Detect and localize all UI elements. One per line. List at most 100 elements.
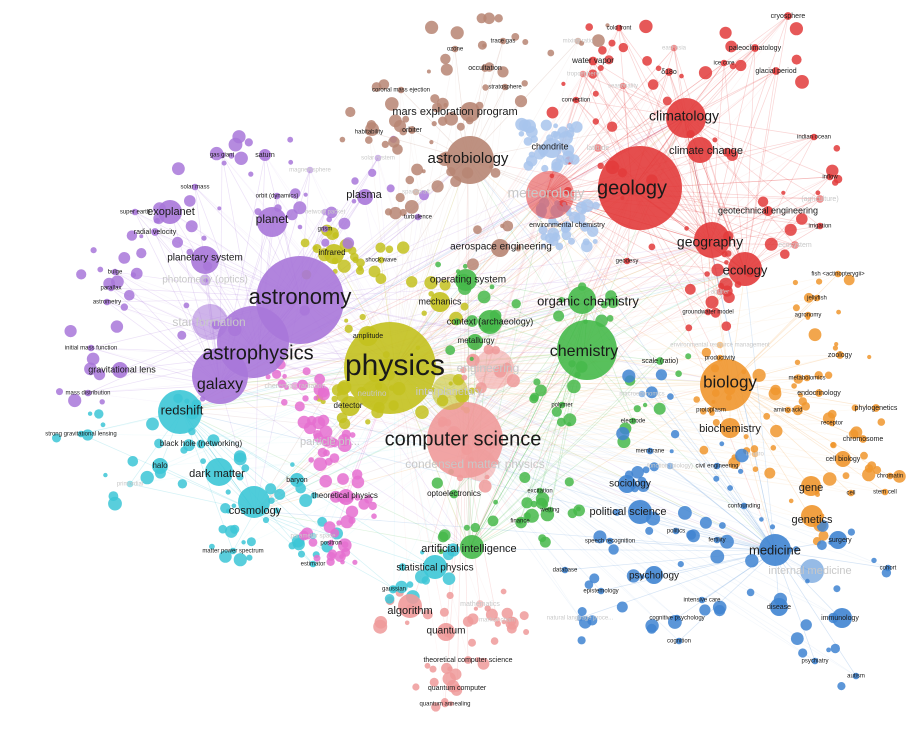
node-in-vitro[interactable] <box>751 450 759 458</box>
label-disease[interactable]: disease <box>767 604 791 611</box>
node-indian-ocean[interactable] <box>810 133 818 141</box>
node-photometry-optics[interactable] <box>199 274 211 286</box>
label-irrigation[interactable]: irrigation <box>808 224 831 230</box>
label-gas-giant[interactable]: gas giant <box>210 153 235 159</box>
node-phylogenetics[interactable] <box>872 404 880 412</box>
node-amino-acid[interactable] <box>784 406 792 414</box>
node-inflow[interactable] <box>826 173 834 181</box>
node-stratosphere[interactable] <box>501 83 509 91</box>
node-natural-language-processing[interactable] <box>576 614 584 622</box>
node-membrane[interactable] <box>646 447 654 455</box>
node-convection[interactable] <box>572 96 580 104</box>
label-sociology[interactable]: sociology <box>609 479 651 490</box>
node-ecosystem[interactable] <box>791 241 799 249</box>
node-ice-core[interactable] <box>720 59 728 67</box>
node-aquifer[interactable] <box>716 288 724 296</box>
label-artificial-intelligence[interactable]: artificial intelligence <box>421 543 516 555</box>
label-statistical-physics[interactable]: statistical physics <box>396 563 473 574</box>
node-zoology[interactable] <box>836 351 844 359</box>
label-redshift[interactable]: redshift <box>161 402 204 417</box>
node-condensed-matter-physics[interactable] <box>464 449 496 481</box>
label-matter-power-spectrum[interactable]: matter power spectrum <box>202 549 263 555</box>
label-stratosphere[interactable]: stratosphere <box>488 85 522 91</box>
label-astrophysics[interactable]: astrophysics <box>202 342 313 364</box>
label-latitude[interactable]: latitude <box>587 145 610 152</box>
label-markov-chain[interactable]: markov chain <box>479 618 515 624</box>
node-mass-distribution[interactable] <box>84 389 92 397</box>
label-mixing-ratio[interactable]: mixing ratio <box>563 39 594 45</box>
node-electrode[interactable] <box>629 417 637 425</box>
node-operating-system[interactable] <box>455 269 477 291</box>
label-endocrinology[interactable]: endocrinology <box>797 390 841 397</box>
label-chromatin[interactable]: chromatin <box>877 474 903 480</box>
node-chemistry[interactable] <box>557 320 617 380</box>
label-cosmology[interactable]: cosmology <box>229 505 282 517</box>
node-planetary-system[interactable] <box>191 246 219 274</box>
label-aerospace-engineering[interactable]: aerospace engineering <box>450 242 552 253</box>
node-halo[interactable] <box>152 458 168 474</box>
node-primordial[interactable] <box>126 480 134 488</box>
label-interplanetary[interactable]: interplanetary <box>416 386 483 398</box>
label-autism[interactable]: autism <box>847 674 865 680</box>
node-intensive-care[interactable] <box>698 596 706 604</box>
label-mars-exploration-program[interactable]: mars exploration program <box>392 106 517 118</box>
node-epistemology[interactable] <box>597 587 605 595</box>
label-planetary-system[interactable]: planetary system <box>167 253 243 264</box>
label-aquifer[interactable]: aquifer <box>711 290 729 296</box>
label-receptor[interactable]: receptor <box>821 421 843 427</box>
node-astrometry[interactable] <box>103 298 111 306</box>
label-algorithm[interactable]: algorithm <box>387 605 432 617</box>
node-ozone[interactable] <box>451 45 459 53</box>
label-stem-cell[interactable]: stem cell <box>873 490 897 496</box>
node-interplanetary[interactable] <box>432 374 468 410</box>
node-star-formation[interactable] <box>192 304 228 340</box>
node-mars-exploration-program[interactable] <box>460 102 480 122</box>
node-infrared[interactable] <box>324 244 344 264</box>
node-mechanics[interactable] <box>430 292 450 312</box>
label-psychology[interactable]: psychology <box>629 571 679 582</box>
label-cold-front[interactable]: cold front <box>607 26 632 32</box>
label-glacial-period[interactable]: glacial period <box>755 68 796 75</box>
label-initial-mass-function[interactable]: initial mass function <box>65 346 117 352</box>
label-ecology[interactable]: ecology <box>723 262 768 277</box>
label-excitation[interactable]: excitation <box>527 489 552 495</box>
label-astronomy[interactable]: astronomy <box>249 284 352 309</box>
label-environmental-resource-management[interactable]: environmental resource management <box>670 343 770 349</box>
label-habitability[interactable]: habitability <box>355 130 383 136</box>
label-mass-distribution[interactable]: mass distribution <box>65 391 110 397</box>
node-shock-wave[interactable] <box>377 256 385 264</box>
label-biology[interactable]: biology <box>703 372 757 391</box>
node-spacecraft[interactable] <box>412 188 420 196</box>
node-ecology[interactable] <box>728 252 762 286</box>
label-gravitational-lens[interactable]: gravitational lens <box>88 364 156 374</box>
label-medicine[interactable]: medicine <box>749 542 801 557</box>
label-in-vitro[interactable]: in vitro <box>746 452 764 458</box>
label-epistemology[interactable]: epistemology <box>583 589 618 595</box>
node-dark-matter[interactable] <box>205 458 233 486</box>
label-photometry-optics[interactable]: photometry (optics) <box>162 275 248 286</box>
node-neutrino[interactable] <box>361 380 389 408</box>
label-occultation[interactable]: occultation <box>468 65 502 72</box>
node-theoretical-physics[interactable] <box>338 489 354 505</box>
node-geography[interactable] <box>694 222 730 258</box>
label-mechanics[interactable]: mechanics <box>418 296 462 306</box>
node-excitation[interactable] <box>536 487 544 495</box>
node-climatology[interactable] <box>666 98 706 138</box>
label-zoology[interactable]: zoology <box>828 352 853 359</box>
node-agriculture[interactable] <box>816 195 824 203</box>
node-database[interactable] <box>561 566 569 574</box>
node-function-biology[interactable] <box>666 462 674 470</box>
label-electrode[interactable]: electrode <box>621 419 646 425</box>
label-engineering[interactable]: engineering <box>457 361 520 375</box>
label-shock-wave[interactable]: shock wave <box>365 258 397 264</box>
label-computer-science[interactable]: computer science <box>385 428 542 450</box>
label-astrometry[interactable]: astrometry <box>93 300 121 306</box>
label-parameter-space[interactable]: parameter space <box>290 534 336 540</box>
node-gas-giant[interactable] <box>218 151 226 159</box>
node-black-hole-networking[interactable] <box>196 439 206 449</box>
label-condensed-matter-physics[interactable]: condensed matter physics <box>405 457 544 471</box>
label-gaussian[interactable]: gaussian <box>382 587 406 593</box>
node-seasonality[interactable] <box>619 82 627 90</box>
label-ozone[interactable]: ozone <box>447 47 464 53</box>
label-coronal-mass-ejection[interactable]: coronal mass ejection <box>372 88 430 94</box>
